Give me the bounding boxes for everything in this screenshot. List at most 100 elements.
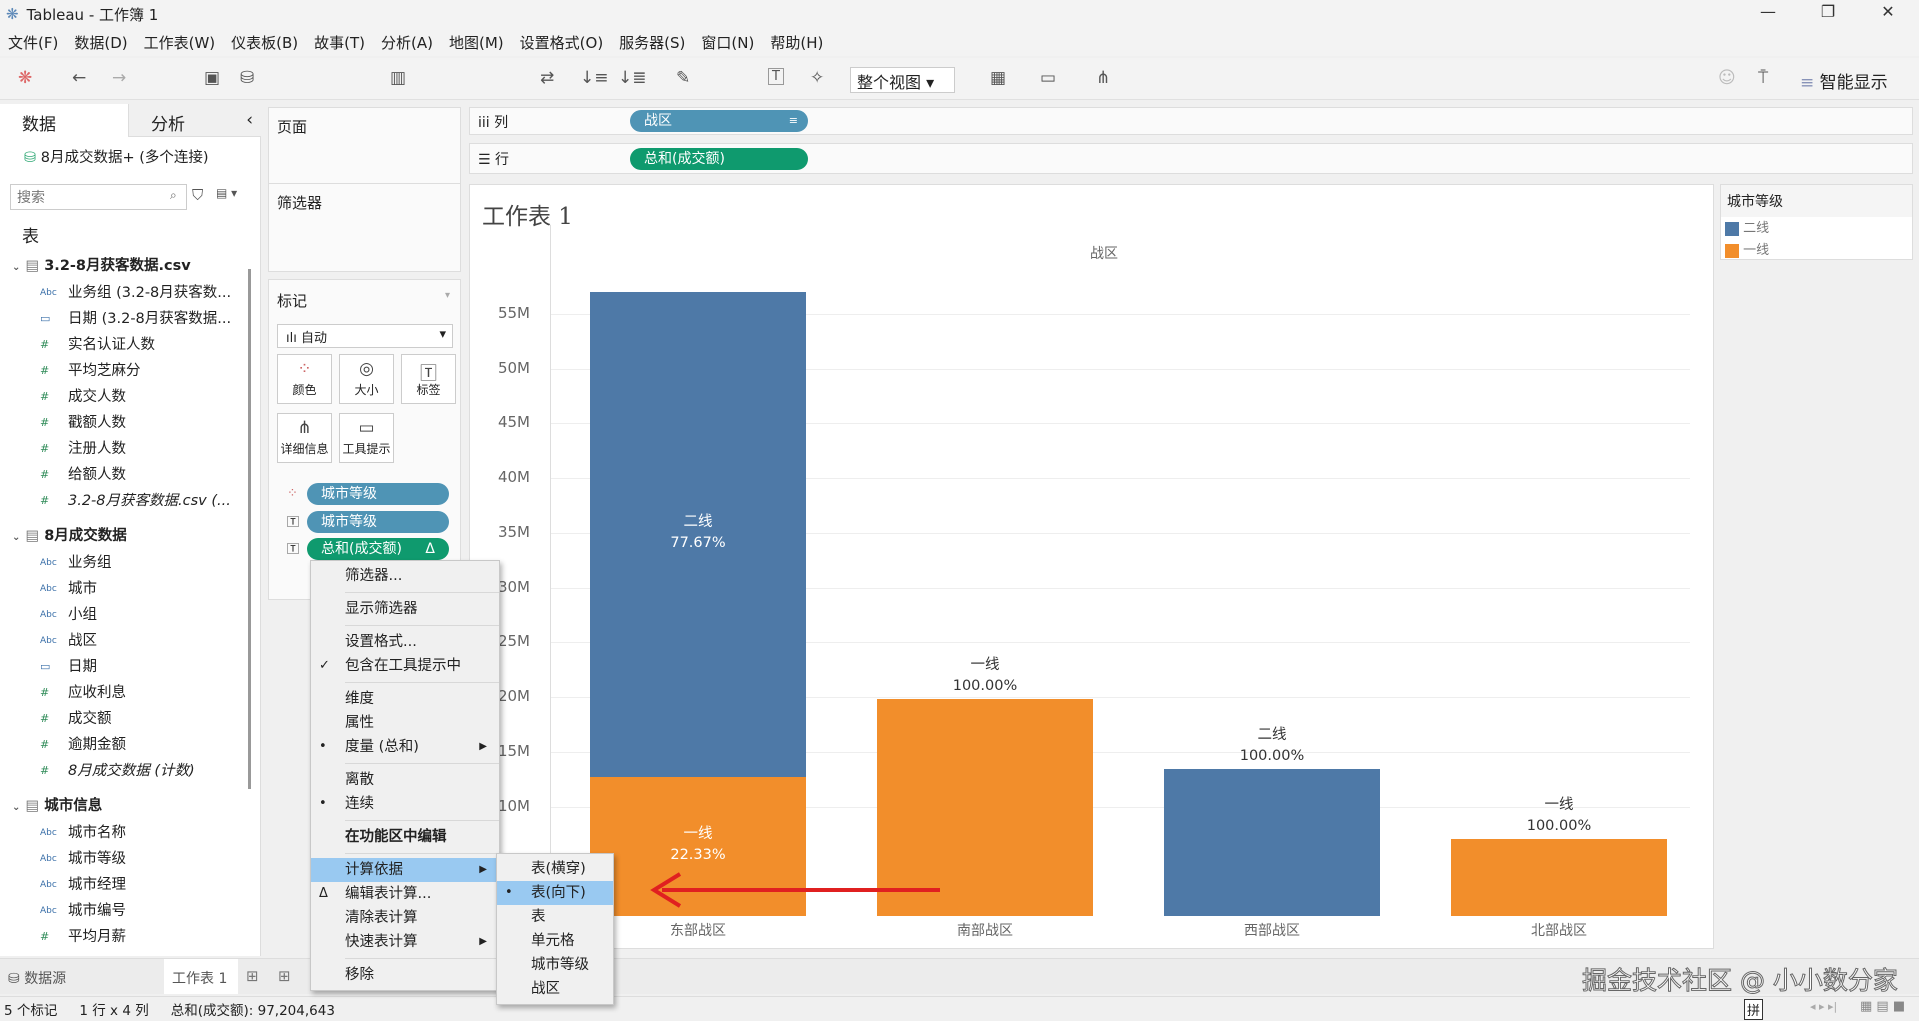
- ime-indicator[interactable]: 拼: [1744, 999, 1764, 1020]
- menu-item[interactable]: 清除表计算: [311, 906, 499, 930]
- field-item[interactable]: # 平均芝麻分: [0, 358, 240, 384]
- field-item[interactable]: # 实名认证人数: [0, 332, 240, 358]
- mark-type-select[interactable]: ılı 自动 ▾: [277, 324, 453, 348]
- show-cards-icon[interactable]: ▦: [990, 68, 1007, 88]
- menu-item[interactable]: ✓ 包含在工具提示中: [311, 654, 499, 678]
- rows-shelf[interactable]: ☰ 行 总和(成交额): [469, 143, 1913, 174]
- menu-item[interactable]: 表(横穿): [497, 857, 613, 881]
- menu-item[interactable]: 显示筛选器: [311, 597, 499, 621]
- menu-item[interactable]: 服务器(S): [619, 33, 686, 52]
- field-item[interactable]: #3.2-8月获客数据.csv (...: [0, 488, 240, 514]
- highlight-icon[interactable]: ✎: [676, 68, 691, 88]
- save-icon[interactable]: ▣: [204, 68, 221, 88]
- tableau-home-icon[interactable]: ❋: [18, 68, 33, 88]
- menu-item[interactable]: 移除: [311, 963, 499, 987]
- field-item[interactable]: # 逾期金额: [0, 732, 240, 758]
- field-item[interactable]: ▭ 日期: [0, 654, 240, 680]
- menu-item[interactable]: 战区: [497, 977, 613, 1001]
- columns-pill[interactable]: 战区 ≡: [630, 110, 808, 132]
- menu-item[interactable]: 故事(T): [314, 33, 366, 52]
- menu-item[interactable]: 城市等级: [497, 953, 613, 977]
- columns-shelf[interactable]: iii 列 战区 ≡: [469, 107, 1913, 135]
- field-item[interactable]: # 成交人数: [0, 384, 240, 410]
- menu-item[interactable]: 离散: [311, 768, 499, 792]
- ai-icon[interactable]: ☺: [1718, 68, 1736, 88]
- field-item[interactable]: # 成交额: [0, 706, 240, 732]
- show-labels-icon[interactable]: T: [768, 68, 784, 85]
- chevron-down-icon[interactable]: ⌄: [12, 262, 21, 273]
- color-button[interactable]: ⁘ 颜色: [277, 354, 332, 404]
- filters-shelf[interactable]: 筛选器: [268, 183, 461, 272]
- show-me-button[interactable]: ≡ 智能显示: [1800, 68, 1888, 93]
- legend-item[interactable]: 二线: [1721, 217, 1912, 241]
- color-pill[interactable]: 城市等级: [307, 483, 449, 505]
- view-options-icon[interactable]: ▤ ▾: [216, 186, 238, 200]
- menu-item[interactable]: • 表(向下): [497, 881, 613, 905]
- menu-item[interactable]: Δ 编辑表计算...: [311, 882, 499, 906]
- sheet-tab[interactable]: 工作表 1: [164, 959, 238, 994]
- field-item[interactable]: Abc 业务组: [0, 550, 240, 576]
- datasource-tab[interactable]: ⛁ 数据源: [8, 968, 66, 988]
- field-item[interactable]: #8月成交数据 (计数): [0, 758, 240, 784]
- menu-item[interactable]: 设置格式...: [311, 630, 499, 654]
- sort-descending-icon[interactable]: ↓≣: [618, 68, 647, 88]
- label-pill[interactable]: 城市等级: [307, 511, 449, 533]
- menu-item[interactable]: • 连续: [311, 792, 499, 816]
- new-dashboard-icon[interactable]: ⊞: [278, 967, 291, 985]
- marks-menu-icon[interactable]: ▾: [445, 290, 451, 301]
- tooltip-button[interactable]: ▭ 工具提示: [339, 413, 394, 463]
- rows-pill[interactable]: 总和(成交额): [630, 148, 808, 170]
- menu-item[interactable]: 计算依据 ▶: [311, 858, 499, 882]
- menu-item[interactable]: 分析(A): [381, 33, 433, 52]
- menu-item[interactable]: 单元格: [497, 929, 613, 953]
- field-item[interactable]: Abc 城市经理: [0, 872, 240, 898]
- fit-select[interactable]: 整个视图 ▾: [850, 67, 955, 93]
- menu-item[interactable]: 筛选器...: [311, 564, 499, 588]
- field-item[interactable]: # 给额人数: [0, 462, 240, 488]
- legend-item[interactable]: 一线: [1721, 241, 1912, 261]
- sum-amount-pill[interactable]: 总和(成交额) Δ: [307, 538, 449, 560]
- table-group[interactable]: ⌄ ▤ 8月成交数据: [0, 522, 250, 550]
- pin-icon[interactable]: ✧: [810, 68, 825, 88]
- new-worksheet-icon[interactable]: ▥: [390, 68, 407, 88]
- menu-item[interactable]: 文件(F): [8, 33, 59, 52]
- menu-item[interactable]: 设置格式(O): [519, 33, 604, 52]
- undo-icon[interactable]: ←: [72, 68, 87, 88]
- signpost-icon[interactable]: ⍑: [1758, 68, 1769, 88]
- close-button[interactable]: ✕: [1881, 2, 1895, 21]
- field-item[interactable]: ▭ 日期 (3.2-8月获客数据...: [0, 306, 240, 332]
- menu-item[interactable]: 帮助(H): [770, 33, 824, 52]
- field-item[interactable]: Abc 城市: [0, 576, 240, 602]
- field-item[interactable]: Abc 城市等级: [0, 846, 240, 872]
- restore-button[interactable]: ❐: [1820, 2, 1836, 21]
- menu-item[interactable]: 维度: [311, 687, 499, 711]
- collapse-icon[interactable]: ‹: [246, 110, 253, 130]
- field-item[interactable]: # 应收利息: [0, 680, 240, 706]
- sheet-nav-icon[interactable]: ◂ ▸ ▸|: [1810, 1000, 1838, 1013]
- menu-item[interactable]: 快速表计算 ▶: [311, 930, 499, 954]
- menu-item[interactable]: 仪表板(B): [231, 33, 299, 52]
- menu-item[interactable]: 地图(M): [449, 33, 504, 52]
- field-item[interactable]: Abc 城市编号: [0, 898, 240, 924]
- datasource-item[interactable]: ⛁ 8月成交数据+ (多个连接): [24, 146, 209, 167]
- menu-item[interactable]: 表: [497, 905, 613, 929]
- field-item[interactable]: Abc 小组: [0, 602, 240, 628]
- sort-ascending-icon[interactable]: ↓≡: [580, 68, 609, 88]
- tab-analysis[interactable]: 分析 ‹: [128, 104, 261, 137]
- menu-item[interactable]: 工作表(W): [143, 33, 216, 52]
- scrollbar[interactable]: [248, 269, 251, 789]
- presentation-icon[interactable]: ▭: [1040, 68, 1057, 88]
- menu-item[interactable]: 数据(D): [74, 33, 128, 52]
- share-icon[interactable]: ⋔: [1096, 68, 1111, 88]
- menu-item[interactable]: • 度量 (总和) ▶: [311, 735, 499, 759]
- table-group[interactable]: ⌄ ▤ 3.2-8月获客数据.csv: [0, 252, 250, 280]
- chevron-down-icon[interactable]: ⌄: [12, 802, 21, 813]
- view-mode-icons[interactable]: ▦ ▤ ■: [1860, 999, 1906, 1014]
- field-item[interactable]: # 平均月薪: [0, 924, 240, 950]
- new-worksheet-icon[interactable]: ⊞: [246, 967, 259, 985]
- redo-icon[interactable]: →: [112, 68, 127, 88]
- tab-data[interactable]: 数据: [0, 104, 128, 137]
- size-button[interactable]: ◎ 大小: [339, 354, 394, 404]
- field-item[interactable]: Abc 战区: [0, 628, 240, 654]
- swap-icon[interactable]: ⇄: [540, 68, 555, 88]
